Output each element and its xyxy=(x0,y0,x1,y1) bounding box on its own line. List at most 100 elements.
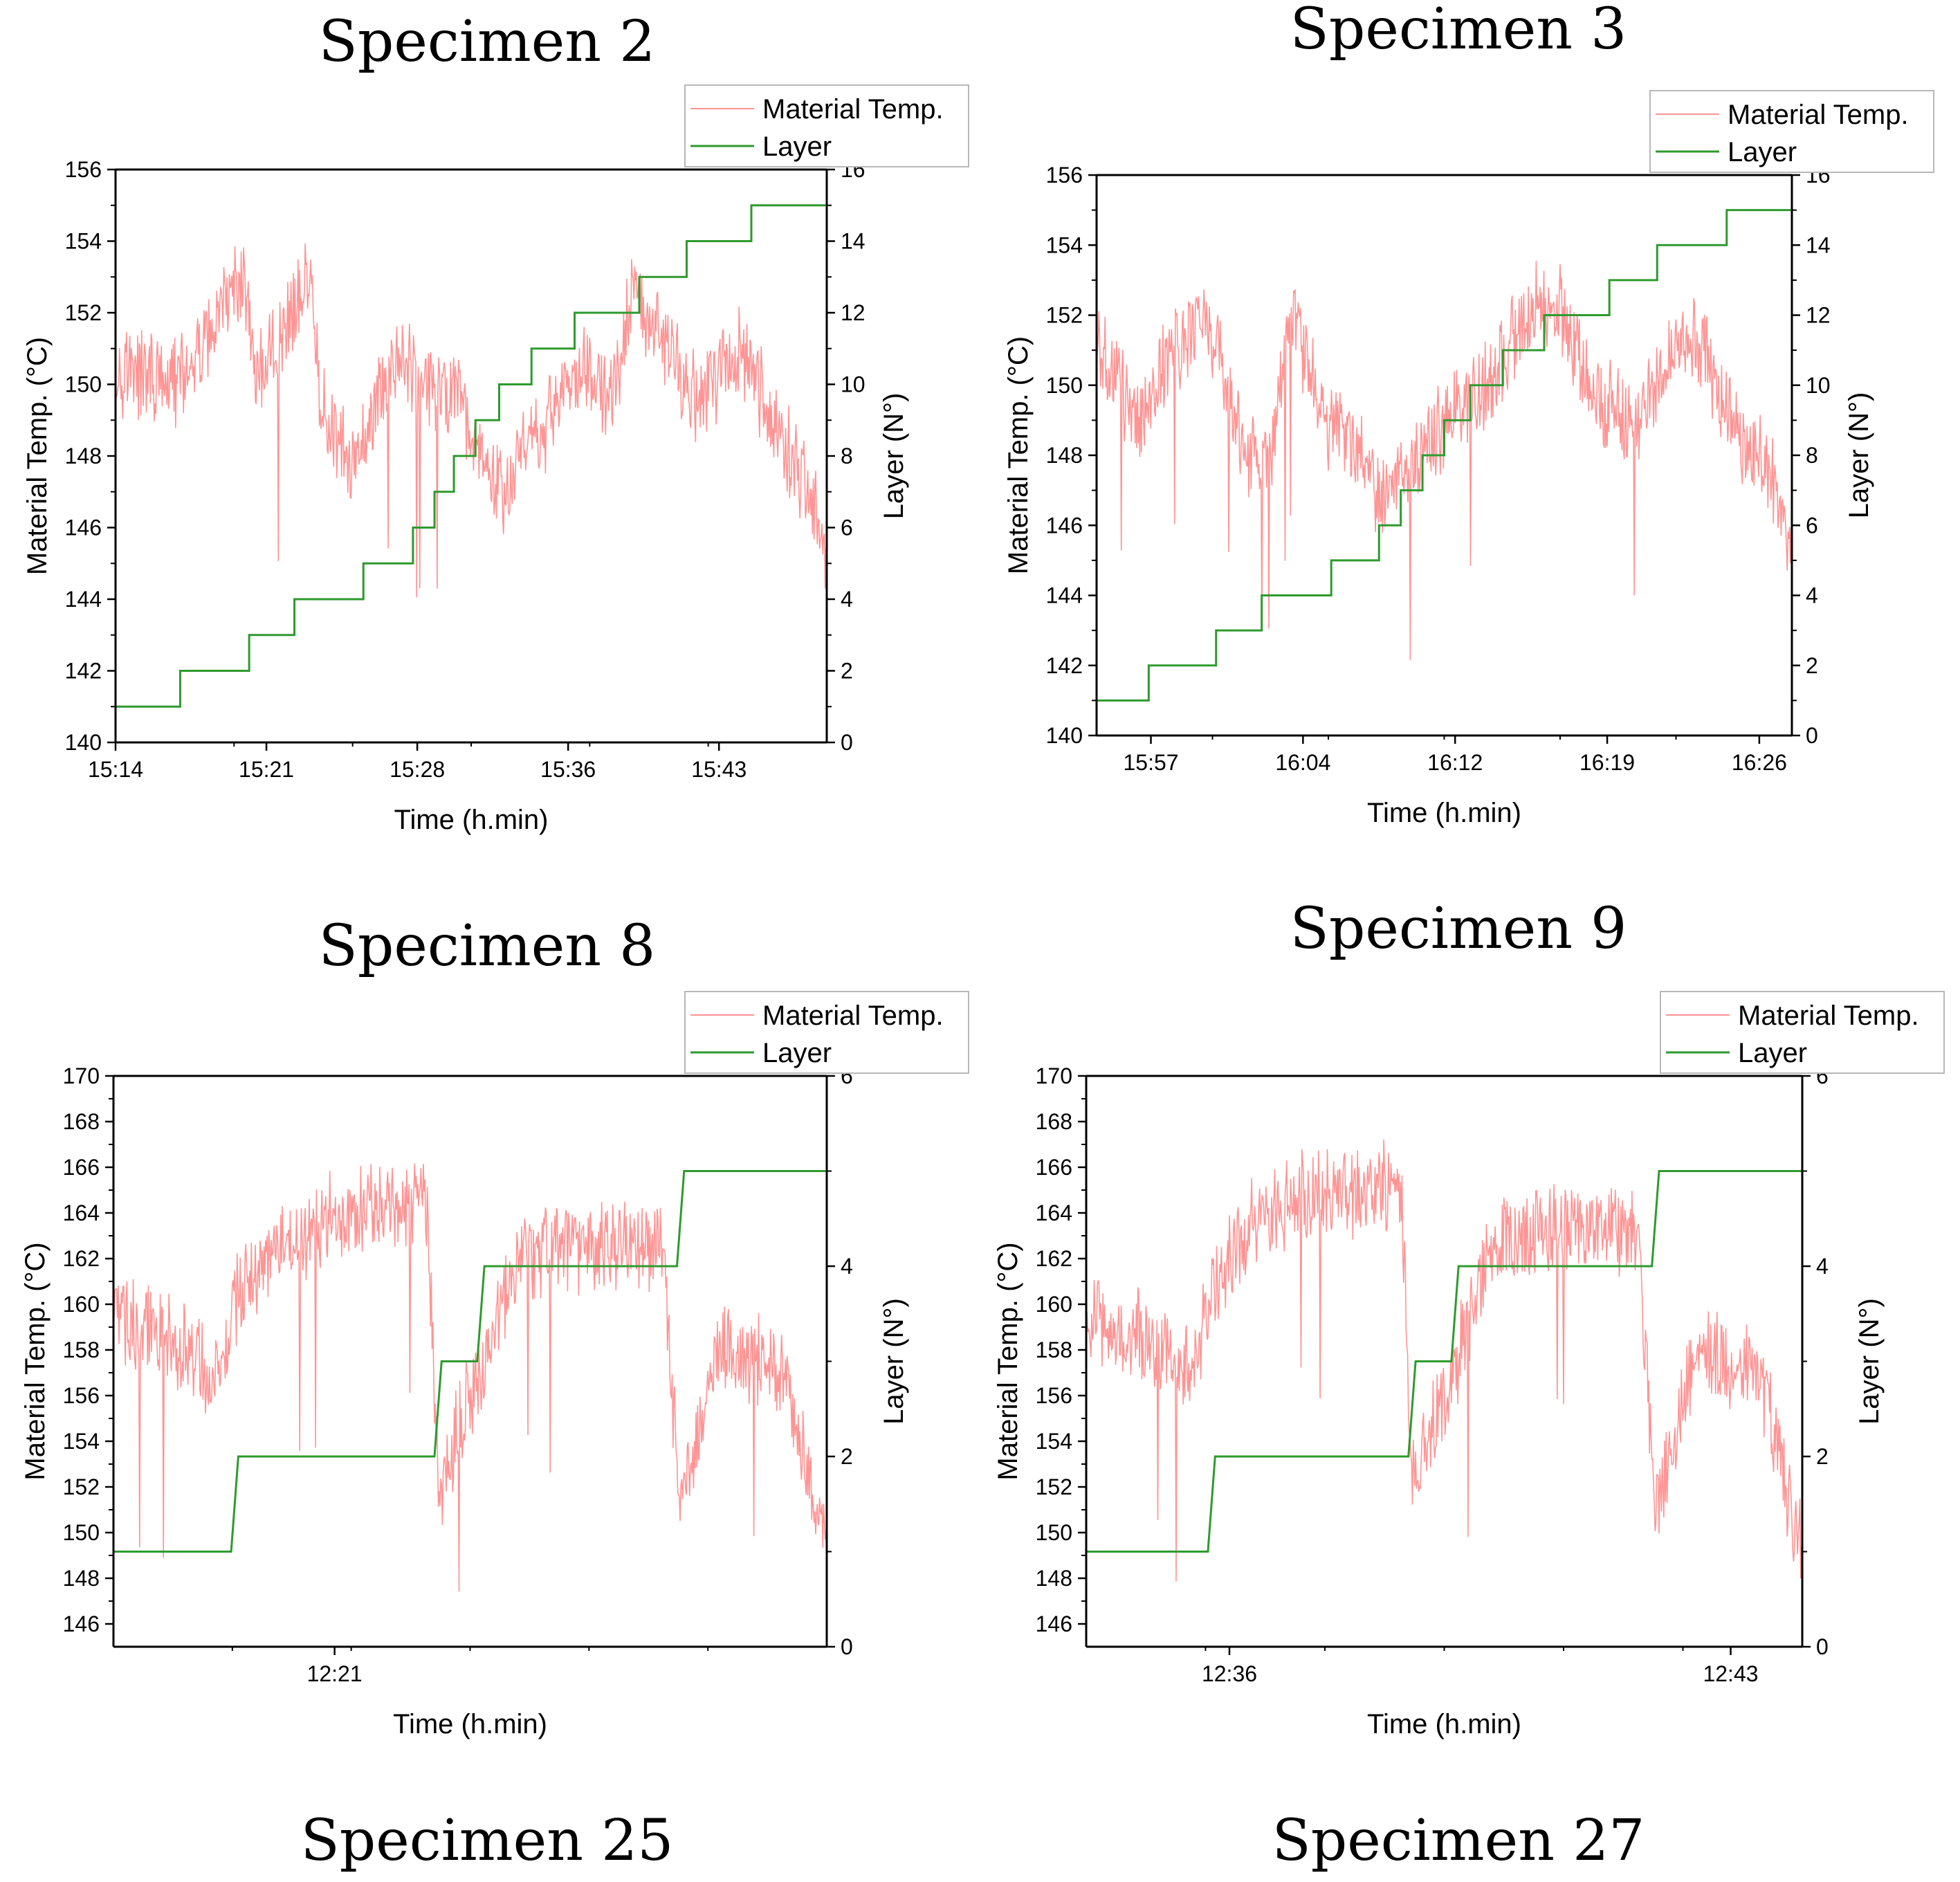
chart-specimen-8: Specimen 8 146 148 150 152 154 156 158 160 162 164… xyxy=(20,913,969,1739)
y-tick-label: 148 xyxy=(63,1566,100,1591)
y-tick-label: 142 xyxy=(65,659,102,684)
y-axis-label: Material Temp. (°C) xyxy=(22,337,53,575)
x-tick-label: 15:36 xyxy=(540,757,596,782)
y2-tick-label: 10 xyxy=(841,372,865,397)
y-tick-label: 158 xyxy=(1036,1337,1072,1362)
y2-axis-label: Layer (N°) xyxy=(1854,1298,1885,1425)
y2-tick-label: 6 xyxy=(1806,513,1818,538)
x-tick-label: 12:21 xyxy=(307,1661,363,1686)
y-tick-label: 152 xyxy=(1046,303,1083,328)
y2-axis-label: Layer (N°) xyxy=(879,393,909,520)
y-tick-label: 146 xyxy=(65,515,102,540)
legend-label-layer: Layer xyxy=(1728,137,1797,167)
y-tick-label: 158 xyxy=(63,1337,100,1362)
series-layer xyxy=(116,204,827,708)
y-tick-label: 150 xyxy=(1036,1520,1072,1545)
y-tick-label: 168 xyxy=(1036,1109,1072,1134)
y2-tick-label: 12 xyxy=(841,300,865,325)
y2-tick-label: 14 xyxy=(841,229,865,254)
y-tick-label: 156 xyxy=(65,157,102,182)
y-tick-label: 152 xyxy=(63,1474,100,1499)
legend-label-layer: Layer xyxy=(762,1038,832,1068)
bottom-label-specimen-27: Specimen 27 xyxy=(1272,1808,1645,1874)
y-tick-label: 146 xyxy=(1036,1611,1072,1636)
legend-label-layer: Layer xyxy=(762,131,832,162)
y-tick-label: 154 xyxy=(1036,1429,1072,1454)
chart-specimen-2: Specimen 2140142144146148150152154156024… xyxy=(22,9,969,835)
y-tick-label: 164 xyxy=(1036,1200,1072,1225)
y-tick-label: 152 xyxy=(65,300,102,325)
chart-specimen-3: Specimen 3140142144146148150152154156024… xyxy=(1003,0,1934,828)
y2-tick-label: 2 xyxy=(841,1444,853,1469)
y2-tick-label: 4 xyxy=(841,1254,853,1279)
y2-tick-label: 4 xyxy=(1806,583,1818,608)
legend-box xyxy=(1649,90,1934,173)
y2-tick-label: 10 xyxy=(1806,373,1831,398)
legend-label-temp: Material Temp. xyxy=(1728,100,1909,130)
y-tick-label: 156 xyxy=(1046,163,1083,188)
chart-title: Specimen 2 xyxy=(319,9,656,75)
x-tick-label: 16:26 xyxy=(1732,750,1787,775)
y-tick-label: 162 xyxy=(63,1246,100,1271)
x-tick-label: 15:21 xyxy=(239,757,294,782)
series-material-temp xyxy=(115,243,827,598)
y-tick-label: 144 xyxy=(1046,583,1083,608)
y-axis-label: Material Temp. (°C) xyxy=(993,1242,1023,1480)
y-axis-label: Material Temp. (°C) xyxy=(20,1242,51,1480)
series-layer xyxy=(1086,1170,1802,1553)
x-axis-label: Time (h.min) xyxy=(1367,798,1521,828)
y-tick-label: 150 xyxy=(63,1520,100,1545)
y-tick-label: 148 xyxy=(1036,1566,1072,1591)
x-tick-label: 12:36 xyxy=(1202,1661,1257,1686)
y2-tick-label: 4 xyxy=(841,587,853,612)
legend-label-temp: Material Temp. xyxy=(762,1001,944,1031)
y-tick-label: 166 xyxy=(1036,1155,1072,1180)
y2-tick-label: 4 xyxy=(1816,1254,1829,1279)
y-tick-label: 150 xyxy=(65,372,102,397)
x-tick-label: 16:19 xyxy=(1579,750,1635,775)
x-axis-label: Time (h.min) xyxy=(394,805,549,835)
y-tick-label: 140 xyxy=(1046,723,1083,748)
y-tick-label: 160 xyxy=(1036,1292,1072,1317)
y2-tick-label: 0 xyxy=(841,730,853,755)
y-tick-label: 142 xyxy=(1046,653,1083,678)
y-tick-label: 146 xyxy=(1046,513,1083,538)
y-tick-label: 170 xyxy=(1036,1063,1072,1088)
y-tick-label: 168 xyxy=(63,1109,100,1134)
legend-label-layer: Layer xyxy=(1738,1038,1807,1068)
chart-title: Specimen 9 xyxy=(1290,896,1627,962)
y-tick-label: 164 xyxy=(63,1200,100,1225)
y2-tick-label: 8 xyxy=(1806,443,1818,468)
chart-title: Specimen 8 xyxy=(319,913,656,979)
x-tick-label: 16:12 xyxy=(1427,750,1483,775)
y-tick-label: 156 xyxy=(63,1383,100,1408)
y-tick-label: 154 xyxy=(65,229,102,254)
series-layer xyxy=(113,1170,827,1553)
y2-tick-label: 2 xyxy=(841,659,853,684)
chart-title: Specimen 3 xyxy=(1290,0,1627,62)
y2-tick-label: 12 xyxy=(1806,303,1831,328)
y2-tick-label: 2 xyxy=(1806,653,1818,678)
y-tick-label: 140 xyxy=(65,730,102,755)
y-tick-label: 148 xyxy=(65,444,102,468)
y2-tick-label: 0 xyxy=(1816,1634,1829,1659)
y-tick-label: 146 xyxy=(63,1611,100,1636)
x-tick-label: 16:04 xyxy=(1275,750,1330,775)
y2-tick-label: 0 xyxy=(1806,723,1818,748)
series-material-temp xyxy=(1096,260,1793,660)
x-tick-label: 15:43 xyxy=(691,757,747,782)
y-tick-label: 148 xyxy=(1046,443,1083,468)
y2-axis-label: Layer (N°) xyxy=(879,1298,909,1425)
y-tick-label: 162 xyxy=(1036,1246,1072,1271)
y-tick-label: 170 xyxy=(63,1063,100,1088)
series-material-temp xyxy=(1086,1139,1803,1590)
x-tick-label: 15:14 xyxy=(88,757,143,782)
y-axis-label: Material Temp. (°C) xyxy=(1003,336,1034,574)
legend-box xyxy=(1660,991,1945,1074)
y-tick-label: 156 xyxy=(1036,1383,1072,1408)
legend-box xyxy=(684,991,969,1074)
legend-label-temp: Material Temp. xyxy=(762,94,944,125)
y-tick-label: 160 xyxy=(63,1292,100,1317)
bottom-label-specimen-25: Specimen 25 xyxy=(301,1808,674,1874)
